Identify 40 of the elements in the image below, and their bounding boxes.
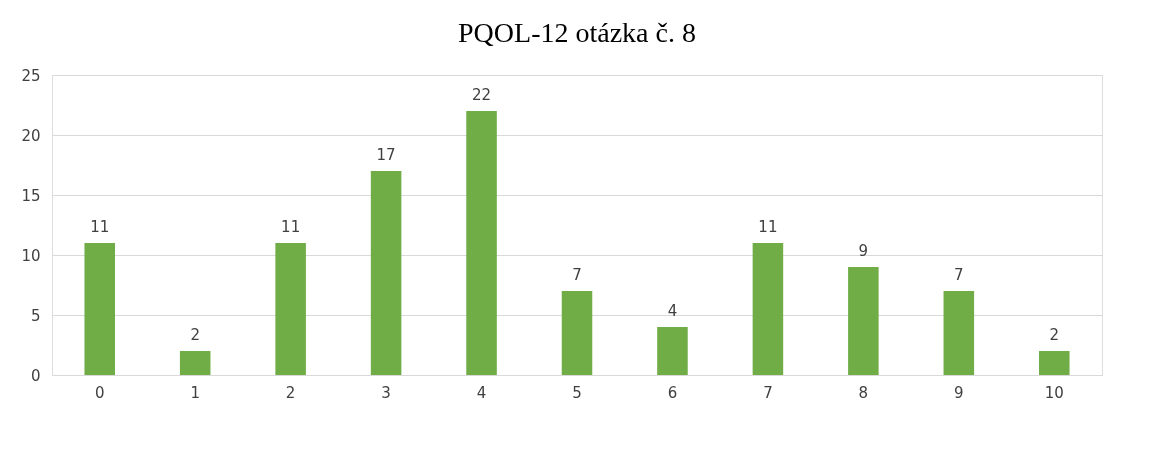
data-label: 7 xyxy=(954,266,964,284)
x-tick-label: 2 xyxy=(285,383,296,402)
bar xyxy=(370,171,402,375)
bar xyxy=(848,267,879,375)
data-label: 11 xyxy=(281,218,301,236)
data-label: 2 xyxy=(190,326,200,344)
x-tick-label: 1 xyxy=(190,383,200,402)
data-label: 11 xyxy=(758,218,778,236)
x-tick-label: 10 xyxy=(1044,383,1064,402)
x-tick-label: 0 xyxy=(94,383,105,402)
x-tick-label: 3 xyxy=(381,383,391,402)
data-label: 11 xyxy=(90,218,110,236)
y-tick-label: 0 xyxy=(30,366,41,385)
bar xyxy=(466,111,497,375)
data-label: 4 xyxy=(667,302,678,320)
bar xyxy=(1039,351,1070,375)
data-label: 9 xyxy=(858,242,869,260)
bar xyxy=(275,243,306,375)
bar xyxy=(179,351,211,375)
data-label: 7 xyxy=(572,266,582,284)
y-tick-label: 15 xyxy=(21,186,41,205)
data-label: 2 xyxy=(1049,326,1060,344)
bar xyxy=(84,243,115,375)
bar xyxy=(561,291,593,375)
bar xyxy=(752,243,784,375)
y-tick-label: 25 xyxy=(21,66,41,85)
x-tick-label: 7 xyxy=(763,383,773,402)
x-tick-label: 8 xyxy=(858,383,869,402)
bar xyxy=(943,291,975,375)
y-tick-label: 5 xyxy=(30,306,41,325)
x-tick-label: 5 xyxy=(572,383,582,402)
bar xyxy=(657,327,688,375)
x-tick-label: 6 xyxy=(667,383,678,402)
y-tick-label: 10 xyxy=(21,246,41,265)
x-tick-label: 4 xyxy=(476,383,487,402)
x-tick-label: 9 xyxy=(954,383,964,402)
data-label: 17 xyxy=(376,146,396,164)
chart-title: PQOL-12 otázka č. 8 xyxy=(458,17,696,48)
data-label: 22 xyxy=(472,86,492,104)
y-tick-label: 20 xyxy=(21,126,41,145)
